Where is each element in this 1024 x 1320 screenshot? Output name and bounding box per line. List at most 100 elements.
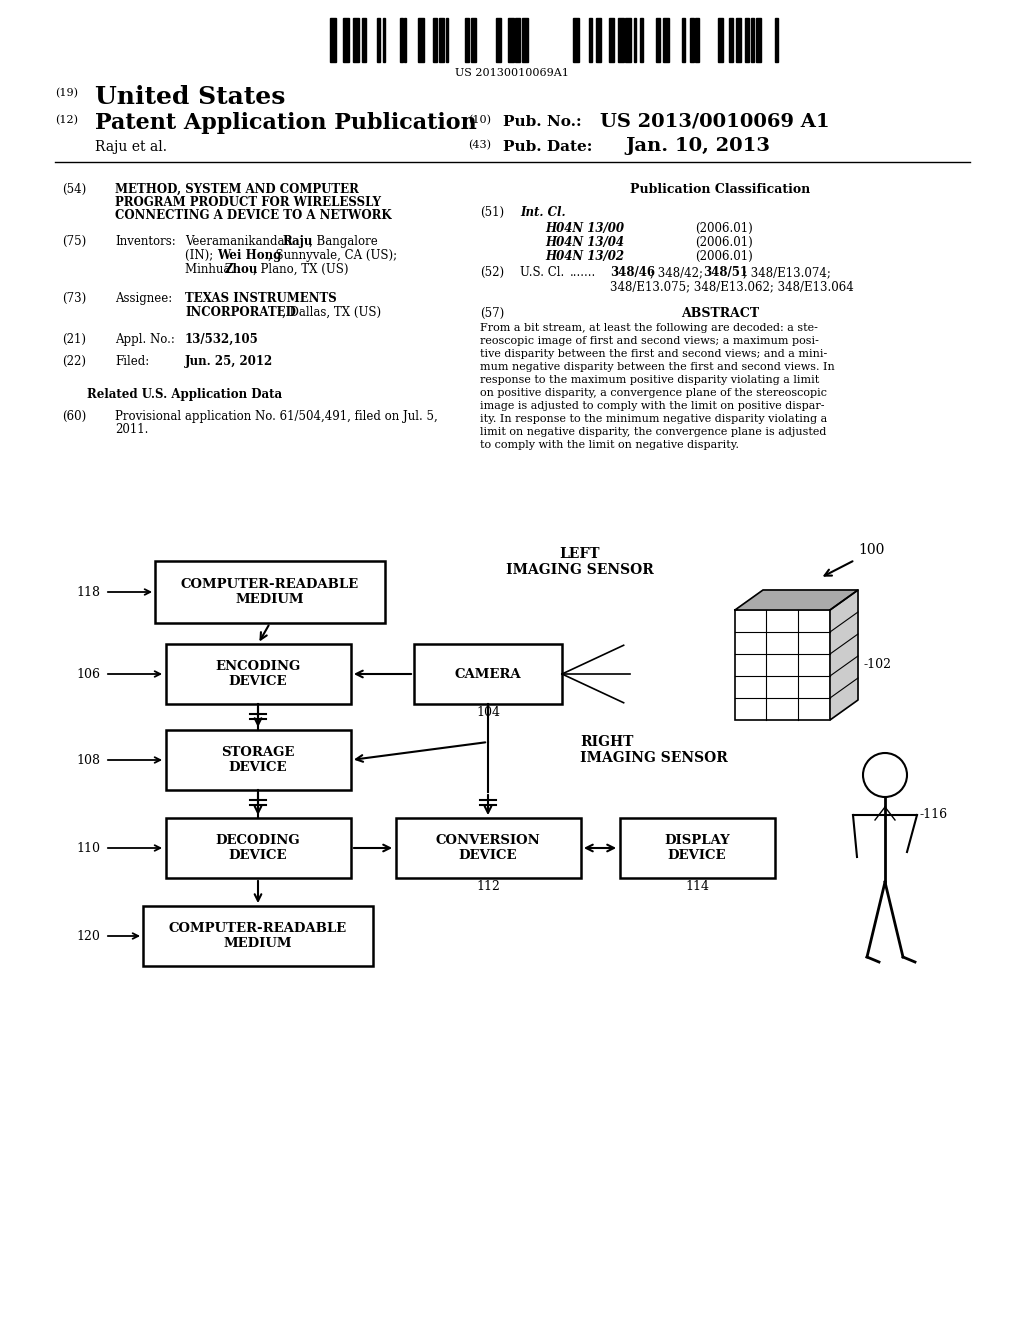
Bar: [573, 18, 579, 62]
Text: Inventors:: Inventors:: [115, 235, 176, 248]
Text: Provisional application No. 61/504,491, filed on Jul. 5,: Provisional application No. 61/504,491, …: [115, 411, 437, 422]
Bar: [330, 18, 336, 62]
Text: Wei Hong: Wei Hong: [217, 249, 282, 261]
Bar: [682, 18, 685, 62]
Bar: [695, 18, 699, 62]
Bar: [756, 18, 761, 62]
Text: Minhua: Minhua: [185, 263, 234, 276]
Text: TEXAS INSTRUMENTS: TEXAS INSTRUMENTS: [185, 292, 337, 305]
Text: -102: -102: [863, 659, 891, 672]
Text: reoscopic image of first and second views; a maximum posi-: reoscopic image of first and second view…: [480, 337, 819, 346]
Text: Jan. 10, 2013: Jan. 10, 2013: [625, 137, 770, 154]
Bar: [383, 18, 385, 62]
Text: CONNECTING A DEVICE TO A NETWORK: CONNECTING A DEVICE TO A NETWORK: [115, 209, 391, 222]
Text: 348/51: 348/51: [703, 267, 748, 279]
Bar: [718, 18, 723, 62]
Text: ; 348/E13.074;: ; 348/E13.074;: [743, 267, 830, 279]
Text: Publication Classification: Publication Classification: [630, 183, 810, 195]
Text: (21): (21): [62, 333, 86, 346]
Bar: [736, 18, 741, 62]
Text: H04N 13/02: H04N 13/02: [545, 249, 624, 263]
Bar: [414, 644, 562, 704]
Text: 120: 120: [76, 929, 100, 942]
Bar: [166, 818, 351, 878]
Bar: [640, 18, 643, 62]
Text: (60): (60): [62, 411, 86, 422]
Text: 2011.: 2011.: [115, 422, 148, 436]
Text: (2006.01): (2006.01): [695, 222, 753, 235]
Bar: [515, 18, 520, 62]
Text: (51): (51): [480, 206, 504, 219]
Text: (54): (54): [62, 183, 86, 195]
Text: -116: -116: [920, 808, 948, 821]
Text: 114: 114: [685, 880, 709, 894]
Bar: [400, 18, 403, 62]
Bar: [690, 18, 694, 62]
Text: RIGHT
IMAGING SENSOR: RIGHT IMAGING SENSOR: [580, 735, 728, 766]
Text: 112: 112: [476, 880, 500, 894]
Text: , Bangalore: , Bangalore: [309, 235, 378, 248]
Text: ; 348/42;: ; 348/42;: [650, 267, 707, 279]
Text: (10): (10): [468, 115, 490, 125]
Bar: [656, 18, 660, 62]
Text: .......: .......: [570, 267, 596, 279]
Bar: [522, 18, 528, 62]
Text: COMPUTER-READABLE
MEDIUM: COMPUTER-READABLE MEDIUM: [169, 921, 347, 950]
Text: 100: 100: [858, 543, 885, 557]
Text: DECODING
DEVICE: DECODING DEVICE: [216, 834, 300, 862]
Bar: [155, 561, 385, 623]
Text: Raju: Raju: [282, 235, 312, 248]
Text: (43): (43): [468, 140, 490, 150]
Text: (57): (57): [480, 308, 504, 319]
Text: 104: 104: [476, 706, 500, 719]
Text: (2006.01): (2006.01): [695, 236, 753, 249]
Text: DISPLAY
DEVICE: DISPLAY DEVICE: [665, 834, 730, 862]
Text: 118: 118: [76, 586, 100, 598]
Text: 106: 106: [76, 668, 100, 681]
Bar: [396, 818, 581, 878]
Text: mum negative disparity between the first and second views. In: mum negative disparity between the first…: [480, 362, 835, 372]
Bar: [589, 18, 592, 62]
Text: Raju et al.: Raju et al.: [95, 140, 167, 154]
Bar: [609, 18, 614, 62]
Text: Veeramanikandan: Veeramanikandan: [185, 235, 296, 248]
Bar: [625, 18, 631, 62]
Bar: [446, 18, 449, 62]
Text: 348/E13.075; 348/E13.062; 348/E13.064: 348/E13.075; 348/E13.062; 348/E13.064: [610, 280, 854, 293]
Text: 13/532,105: 13/532,105: [185, 333, 259, 346]
Polygon shape: [830, 590, 858, 719]
Bar: [362, 18, 366, 62]
Text: to comply with the limit on negative disparity.: to comply with the limit on negative dis…: [480, 440, 739, 450]
Bar: [775, 18, 778, 62]
Bar: [143, 906, 373, 966]
Text: 348/46: 348/46: [610, 267, 655, 279]
Bar: [496, 18, 501, 62]
Text: LEFT
IMAGING SENSOR: LEFT IMAGING SENSOR: [506, 546, 654, 577]
Text: US 20130010069A1: US 20130010069A1: [455, 69, 569, 78]
Text: CAMERA: CAMERA: [455, 668, 521, 681]
Text: PROGRAM PRODUCT FOR WIRELESSLY: PROGRAM PRODUCT FOR WIRELESSLY: [115, 195, 381, 209]
Polygon shape: [735, 590, 858, 610]
Text: (IN);: (IN);: [185, 249, 217, 261]
Text: , Sunnyvale, CA (US);: , Sunnyvale, CA (US);: [268, 249, 397, 261]
Bar: [166, 730, 351, 789]
Text: STORAGE
DEVICE: STORAGE DEVICE: [221, 746, 295, 774]
Bar: [618, 18, 624, 62]
Text: U.S. Cl.: U.S. Cl.: [520, 267, 564, 279]
Text: (19): (19): [55, 88, 78, 98]
Bar: [729, 18, 733, 62]
Bar: [634, 18, 636, 62]
Text: tive disparity between the first and second views; and a mini-: tive disparity between the first and sec…: [480, 348, 827, 359]
Text: ity. In response to the minimum negative disparity violating a: ity. In response to the minimum negative…: [480, 414, 827, 424]
Text: (12): (12): [55, 115, 78, 125]
Bar: [418, 18, 424, 62]
Bar: [471, 18, 476, 62]
Text: ENCODING
DEVICE: ENCODING DEVICE: [215, 660, 301, 688]
Bar: [343, 18, 349, 62]
Text: (22): (22): [62, 355, 86, 368]
Bar: [620, 818, 775, 878]
Bar: [735, 610, 830, 719]
Text: 108: 108: [76, 754, 100, 767]
Text: Related U.S. Application Data: Related U.S. Application Data: [87, 388, 283, 401]
Text: on positive disparity, a convergence plane of the stereoscopic: on positive disparity, a convergence pla…: [480, 388, 827, 399]
